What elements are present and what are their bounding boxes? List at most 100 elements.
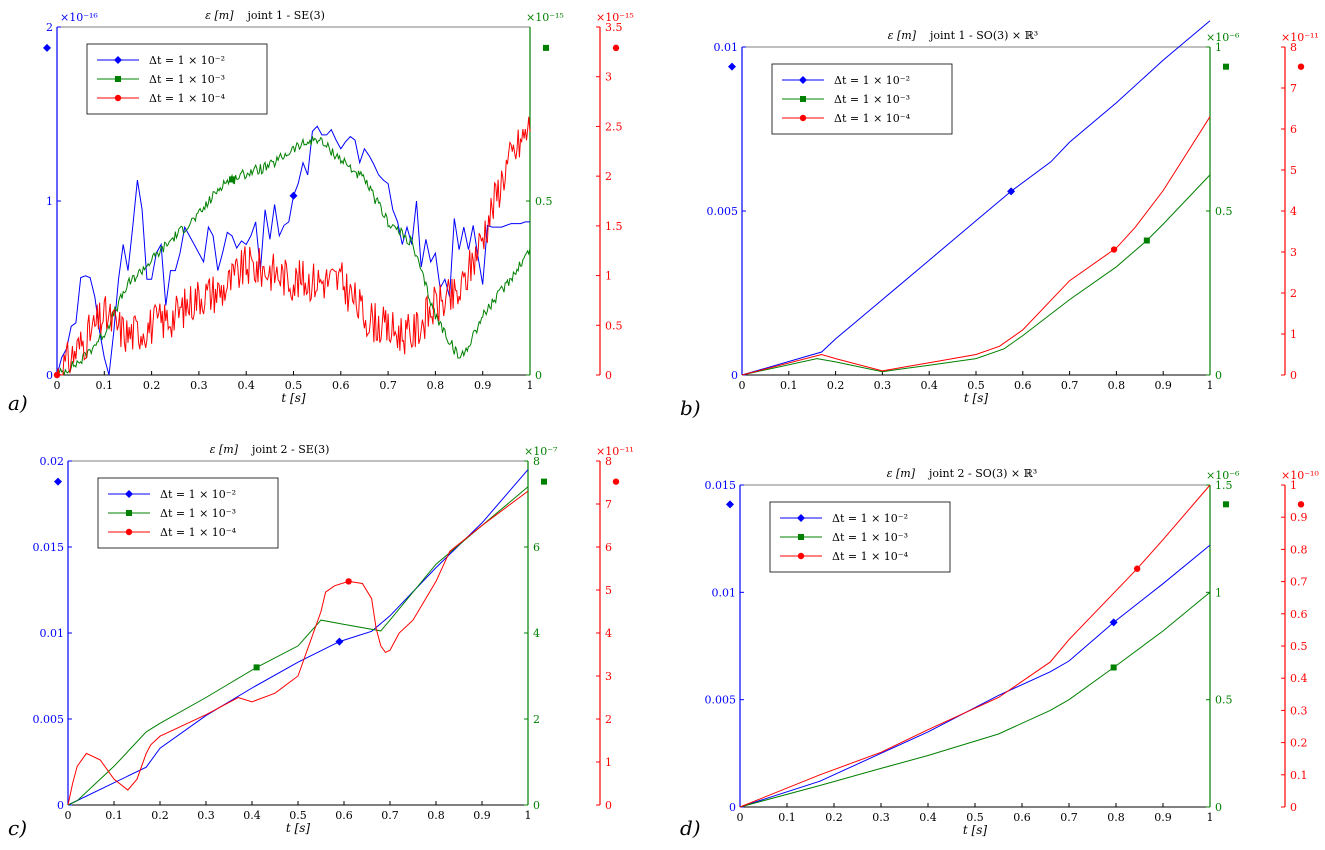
x-tick-label: 0.1 xyxy=(778,811,796,824)
y-tick-label-red: 0 xyxy=(605,369,612,382)
series-marker-green xyxy=(1110,664,1117,671)
chart-title-symbol: ε [m] xyxy=(888,29,917,42)
series-line-red xyxy=(56,116,531,376)
x-tick-label: 0.1 xyxy=(105,809,123,822)
y-tick-label-red: 8 xyxy=(1290,41,1297,54)
legend-label: Δt = 1 × 10⁻⁴ xyxy=(832,550,909,563)
y-tick-label-red: 0.6 xyxy=(1290,608,1308,621)
legend-label: Δt = 1 × 10⁻⁴ xyxy=(160,526,237,539)
legend-marker-blue xyxy=(125,490,133,498)
chart-title-symbol: ε [m] xyxy=(205,9,234,22)
x-tick-label: 0.6 xyxy=(332,379,350,392)
x-tick-label: 0.2 xyxy=(143,379,161,392)
y-tick-label-green: 1 xyxy=(1215,41,1222,54)
x-tick-label: 0.9 xyxy=(1154,811,1172,824)
x-tick-label: 0.6 xyxy=(335,809,353,822)
y-tick-label-red: 0 xyxy=(605,799,612,812)
y-exponent-red: ×10⁻¹⁰ xyxy=(1281,469,1319,482)
axis-marker-red xyxy=(1297,501,1305,508)
axis-marker-blue xyxy=(728,62,736,71)
x-tick-label: 0.2 xyxy=(151,809,169,822)
y-tick-label-red: 1.5 xyxy=(605,220,623,233)
legend-label: Δt = 1 × 10⁻⁴ xyxy=(834,112,911,125)
series-line-blue xyxy=(67,469,529,806)
series-marker-red xyxy=(53,371,61,379)
y-tick-label-blue: 0.01 xyxy=(714,41,739,54)
x-tick-label: 1 xyxy=(525,809,532,822)
x-tick-label: 0.4 xyxy=(237,379,255,392)
x-tick-label: 0.5 xyxy=(966,811,984,824)
series-marker-blue xyxy=(289,191,298,200)
legend-label: Δt = 1 × 10⁻² xyxy=(834,74,910,87)
legend-marker-red xyxy=(797,552,805,560)
series-marker-blue xyxy=(1007,187,1016,196)
series-line-green xyxy=(56,136,531,376)
x-axis-label: t [s] xyxy=(963,823,987,837)
series-line-red xyxy=(67,490,529,806)
panel-a: 0 0.1 0.2 0.3 0.4 0.5 0.6 0.7 0.8 0.9 1t [s]012×10… xyxy=(8,9,634,415)
axis-marker-green xyxy=(1223,501,1229,508)
axis-marker-green xyxy=(543,44,549,51)
x-tick-label: 1 xyxy=(1207,811,1214,824)
y-exponent-green: ×10⁻¹⁵ xyxy=(526,11,564,24)
series-marker-red xyxy=(345,578,352,585)
y-exponent-red: ×10⁻¹¹ xyxy=(1281,31,1319,44)
x-tick-label: 0 xyxy=(54,379,61,392)
series-marker-green xyxy=(253,664,260,671)
legend-marker-blue xyxy=(799,76,807,84)
chart-title: joint 1 - SE(3) xyxy=(246,9,325,22)
legend-marker-red xyxy=(114,94,122,102)
chart-title-symbol: ε [m] xyxy=(887,467,916,480)
y-tick-label-green: 0.5 xyxy=(535,195,553,208)
y-tick-label-red: 3 xyxy=(1290,246,1297,259)
axis-marker-red xyxy=(1297,63,1305,70)
y-tick-label-green: 1 xyxy=(1215,586,1222,599)
y-tick-label-green: 1.5 xyxy=(1215,479,1233,492)
y-tick-label-red: 3.5 xyxy=(605,21,623,34)
panel-label: d) xyxy=(680,816,701,840)
y-tick-label-red: 6 xyxy=(605,541,612,554)
chart-title-symbol: ε [m] xyxy=(210,443,239,456)
chart-title: joint 1 - SO(3) × ℝ³ xyxy=(928,29,1038,42)
series-line-red xyxy=(739,484,1211,808)
x-tick-label: 0.8 xyxy=(1107,811,1125,824)
legend-label: Δt = 1 × 10⁻³ xyxy=(149,73,225,86)
y-tick-label-red: 5 xyxy=(605,584,612,597)
panel-label: c) xyxy=(8,816,27,840)
x-tick-label: 0.7 xyxy=(381,809,399,822)
y-tick-label-green: 0.5 xyxy=(1215,694,1233,707)
y-tick-label-blue: 0.02 xyxy=(40,455,65,468)
y-tick-label-red: 4 xyxy=(605,627,612,640)
y-tick-label-blue: 0.01 xyxy=(40,627,65,640)
y-tick-label-red: 0.9 xyxy=(1290,511,1308,524)
x-axis-label: t [s] xyxy=(286,821,310,835)
legend-marker-green xyxy=(115,76,121,82)
y-tick-label-red: 7 xyxy=(1290,82,1297,95)
axis-marker-blue xyxy=(54,477,62,486)
y-tick-label-blue: 0.005 xyxy=(33,713,65,726)
y-tick-label-blue: 0.005 xyxy=(705,694,737,707)
x-tick-label: 0 xyxy=(65,809,72,822)
x-tick-label: 0 xyxy=(737,811,744,824)
y-tick-label-red: 0.5 xyxy=(605,319,623,332)
y-tick-label-blue: 0.015 xyxy=(33,541,65,554)
y-tick-label-red: 3 xyxy=(605,71,612,84)
series-line-green xyxy=(67,486,529,806)
y-tick-label-red: 0.2 xyxy=(1290,737,1308,750)
x-tick-label: 0.9 xyxy=(1154,379,1172,392)
y-tick-label-blue: 0.01 xyxy=(712,586,737,599)
y-tick-label-red: 4 xyxy=(1290,205,1297,218)
x-tick-label: 0.5 xyxy=(289,809,307,822)
y-tick-label-red: 2 xyxy=(605,713,612,726)
x-tick-label: 0.4 xyxy=(243,809,261,822)
y-tick-label-blue: 0.015 xyxy=(705,479,737,492)
x-tick-label: 0.1 xyxy=(780,379,798,392)
y-tick-label-blue: 0.005 xyxy=(707,205,739,218)
x-tick-label: 0.5 xyxy=(285,379,303,392)
series-marker-green xyxy=(229,176,236,183)
series-marker-blue xyxy=(335,637,344,646)
y-tick-label-blue: 0 xyxy=(731,369,738,382)
legend-label: Δt = 1 × 10⁻⁴ xyxy=(149,92,226,105)
axis-marker-red xyxy=(612,478,620,485)
x-tick-label: 0 xyxy=(739,379,746,392)
